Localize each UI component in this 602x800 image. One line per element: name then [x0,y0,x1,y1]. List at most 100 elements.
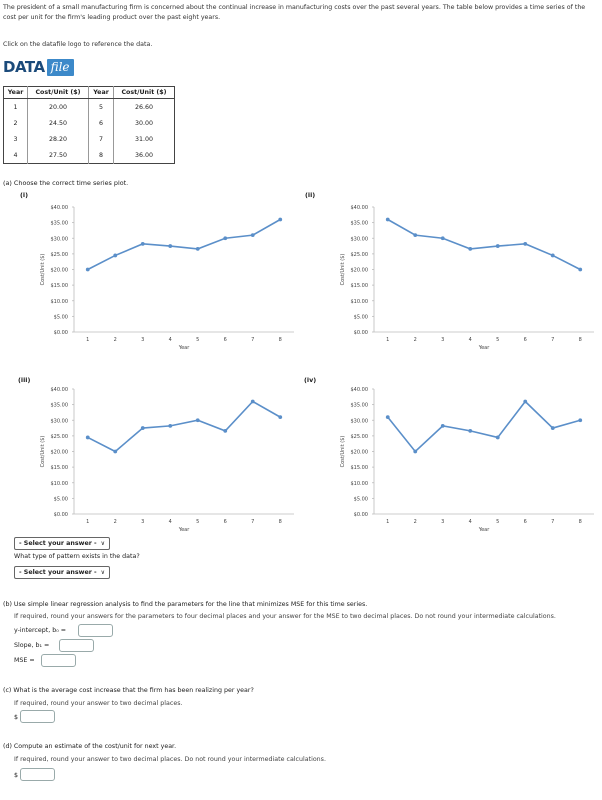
y-tick-label: $10.00 [51,299,69,305]
y-axis-label: Cost/Unit ($) [40,254,46,286]
y-tick-label: $25.00 [51,434,69,440]
data-point [385,217,390,222]
data-point [278,415,283,420]
series-line [87,400,281,453]
x-tick-label: 2 [114,337,117,343]
table-cell: 5 [88,98,114,115]
part-c-label: (c) What is the average cost increase th… [3,687,254,694]
x-tick-label: 7 [251,519,254,525]
mse-label: MSE = [14,657,35,664]
table-row: 3 28.20 7 31.00 [3,131,175,147]
y-axis-label: Cost/Unit ($) [340,254,346,286]
data-point [468,246,473,251]
data-point [413,233,418,238]
slope-label: Slope, b₁ = [14,642,50,649]
datafile-instruction: Click on the datafile logo to reference … [3,41,153,48]
x-tick-label: 3 [441,519,444,525]
chart-option-iii: $40.00 $35.00 $30.00 $25.00 $20.00 $15.00 $10.… [0,370,300,542]
table-cell: 26.60 [134,103,154,111]
x-tick-label: 5 [496,337,499,343]
y-tick-label: $35.00 [51,403,69,409]
table-header: Cost/Unit ($) [27,86,89,99]
x-tick-label: 1 [386,519,389,525]
plot-choice-select[interactable]: - Select your answer - ∨ [14,537,111,550]
data-table: Year Cost/Unit ($) Year Cost/Unit ($) 1 … [3,86,175,164]
data-point [85,435,90,440]
chart-option-ii: $40.00 $35.00 $30.00 $25.00 $20.00 $15.00 $10.… [300,188,600,360]
y-tick-label: $20.00 [51,268,69,274]
datafile-logo[interactable]: DATA file [3,57,74,77]
data-point [523,399,528,404]
x-tick-label: 4 [469,519,472,525]
data-point [195,418,200,423]
x-tick-label: 6 [224,519,227,525]
data-point [413,449,418,454]
table-cell: 31.00 [134,135,154,143]
chart-option-i: $40.00 $35.00 $30.00 $25.00 $20.00 $15.00 $10.… [0,188,300,360]
data-point [550,426,555,430]
table-cell: 20.00 [27,98,89,115]
table-row: 4 27.50 8 36.00 [3,147,175,164]
data-point [440,423,445,428]
x-tick-label: 6 [224,337,227,343]
y-tick-label: $30.00 [351,236,369,242]
select-value: - Select your answer - [19,540,97,547]
logo-file-text: file [46,58,74,76]
y-tick-label: $30.00 [51,418,69,424]
intercept-label: y-intercept, b₀ = [14,627,67,634]
table-cell: 27.50 [27,147,89,164]
mse-input[interactable] [41,654,76,667]
y-tick-label: $35.00 [351,403,369,409]
data-point [495,435,500,440]
y-tick-label: $5.00 [54,496,68,502]
x-tick-label: 3 [441,337,444,343]
currency-symbol: $ [14,714,19,721]
option-label-i: (i) [20,191,29,199]
table-cell: 3 [3,131,28,147]
x-tick-label: 2 [414,519,417,525]
y-tick-label: $0.00 [354,330,368,336]
pattern-select[interactable]: - Select your answer - ∨ [14,566,111,579]
data-point [113,253,118,258]
y-tick-label: $5.00 [54,314,68,320]
table-cell: 36.00 [134,151,154,159]
part-d-note: If required, round your answer to two de… [14,756,326,763]
x-tick-label: 6 [524,337,527,343]
table-cell: 7 [88,131,114,147]
option-label-iv: (iv) [304,376,317,384]
y-tick-label: $25.00 [351,434,369,440]
option-label-iii: (iii) [18,376,31,384]
avg-increase-input[interactable] [20,710,55,723]
y-tick-label: $25.00 [51,252,69,258]
series-line [387,400,581,453]
x-tick-label: 4 [169,519,172,525]
y-tick-label: $15.00 [351,283,369,289]
x-tick-label: 5 [196,519,199,525]
intercept-input[interactable] [78,624,113,637]
y-axis-label: Cost/Unit ($) [40,436,46,468]
y-tick-label: $15.00 [351,465,369,471]
pattern-question: What type of pattern exists in the data? [14,553,140,560]
chart-option-iv: $40.00 $35.00 $30.00 $25.00 $20.00 $15.00 $10.… [300,370,600,542]
part-d-label: (d) Compute an estimate of the cost/unit… [3,743,177,750]
x-tick-label: 8 [579,337,582,343]
part-b-note: If required, round your answers for the … [14,613,556,620]
y-tick-label: $30.00 [351,418,369,424]
x-tick-label: 1 [86,519,89,525]
table-cell: 6 [88,115,114,131]
select-value: - Select your answer - [19,569,97,576]
data-point [385,415,390,420]
y-tick-label: $15.00 [51,465,69,471]
x-tick-label: 8 [279,519,282,525]
table-row: 2 24.50 6 30.00 [3,115,175,131]
part-b-label: (b) Use simple linear regression analysi… [3,601,368,608]
x-axis-label: Year [478,345,491,351]
slope-input[interactable] [59,639,94,652]
x-tick-label: 2 [114,519,117,525]
x-tick-label: 5 [196,337,199,343]
table-cell: 8 [88,147,114,164]
next-year-estimate-input[interactable] [20,768,55,781]
table-header: Year [3,86,28,99]
data-point [278,217,283,222]
currency-symbol: $ [14,772,19,779]
